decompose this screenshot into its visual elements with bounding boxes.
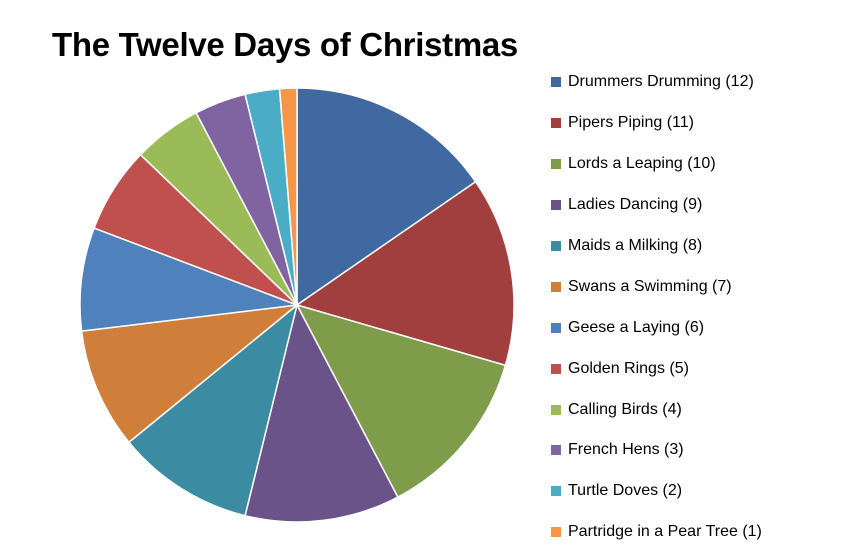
legend: Drummers Drumming (12) Pipers Piping (11)… xyxy=(551,62,762,553)
legend-label: Pipers Piping (11) xyxy=(568,114,694,132)
pie-slice-12 xyxy=(278,87,298,306)
legend-swatch xyxy=(551,281,561,292)
legend-item: Golden Rings (5) xyxy=(551,348,762,389)
legend-swatch xyxy=(551,404,561,415)
legend-label: Swans a Swimming (7) xyxy=(568,277,732,295)
legend-swatch xyxy=(551,527,561,538)
legend-item: French Hens (3) xyxy=(551,430,762,471)
legend-item: Maids a Milking (8) xyxy=(551,226,762,267)
pie-slice-6 xyxy=(80,304,298,443)
pie-slice-5 xyxy=(128,304,298,517)
legend-label: Lords a Leaping (10) xyxy=(568,155,716,173)
legend-label: Ladies Dancing (9) xyxy=(568,196,703,214)
legend-item: Lords a Leaping (10) xyxy=(551,144,762,185)
legend-swatch xyxy=(551,445,561,456)
legend-item: Pipers Piping (11) xyxy=(551,103,762,144)
pie-slice-3 xyxy=(296,304,507,498)
legend-label: Turtle Doves (2) xyxy=(568,482,683,500)
legend-label: Partridge in a Pear Tree (1) xyxy=(568,523,762,541)
pie-slice-7 xyxy=(79,227,298,332)
legend-item: Drummers Drumming (12) xyxy=(551,62,762,103)
chart-title: The Twelve Days of Christmas xyxy=(52,26,518,63)
legend-label: Golden Rings (5) xyxy=(568,359,689,377)
legend-item: Geese a Laying (6) xyxy=(551,307,762,348)
legend-item: Turtle Doves (2) xyxy=(551,471,762,512)
legend-swatch xyxy=(551,322,561,333)
legend-label: Geese a Laying (6) xyxy=(568,318,705,336)
legend-swatch xyxy=(551,200,561,211)
pie-slice-4 xyxy=(244,304,399,523)
legend-swatch xyxy=(551,159,561,170)
pie-slice-1 xyxy=(296,87,477,306)
legend-swatch xyxy=(551,118,561,129)
legend-swatch xyxy=(551,486,561,497)
pie-slice-2 xyxy=(296,180,515,367)
legend-item: Ladies Dancing (9) xyxy=(551,185,762,226)
legend-swatch xyxy=(551,363,561,374)
legend-swatch xyxy=(551,241,561,251)
legend-item: Calling Birds (4) xyxy=(551,389,762,430)
legend-label: French Hens (3) xyxy=(568,441,684,459)
legend-swatch xyxy=(551,77,561,88)
legend-label: Maids a Milking (8) xyxy=(568,237,703,254)
legend-label: Calling Birds (4) xyxy=(568,400,682,418)
legend-label: Drummers Drumming (12) xyxy=(568,73,754,91)
legend-item: Swans a Swimming (7) xyxy=(551,266,762,307)
legend-item: Partridge in a Pear Tree (1) xyxy=(551,512,762,553)
